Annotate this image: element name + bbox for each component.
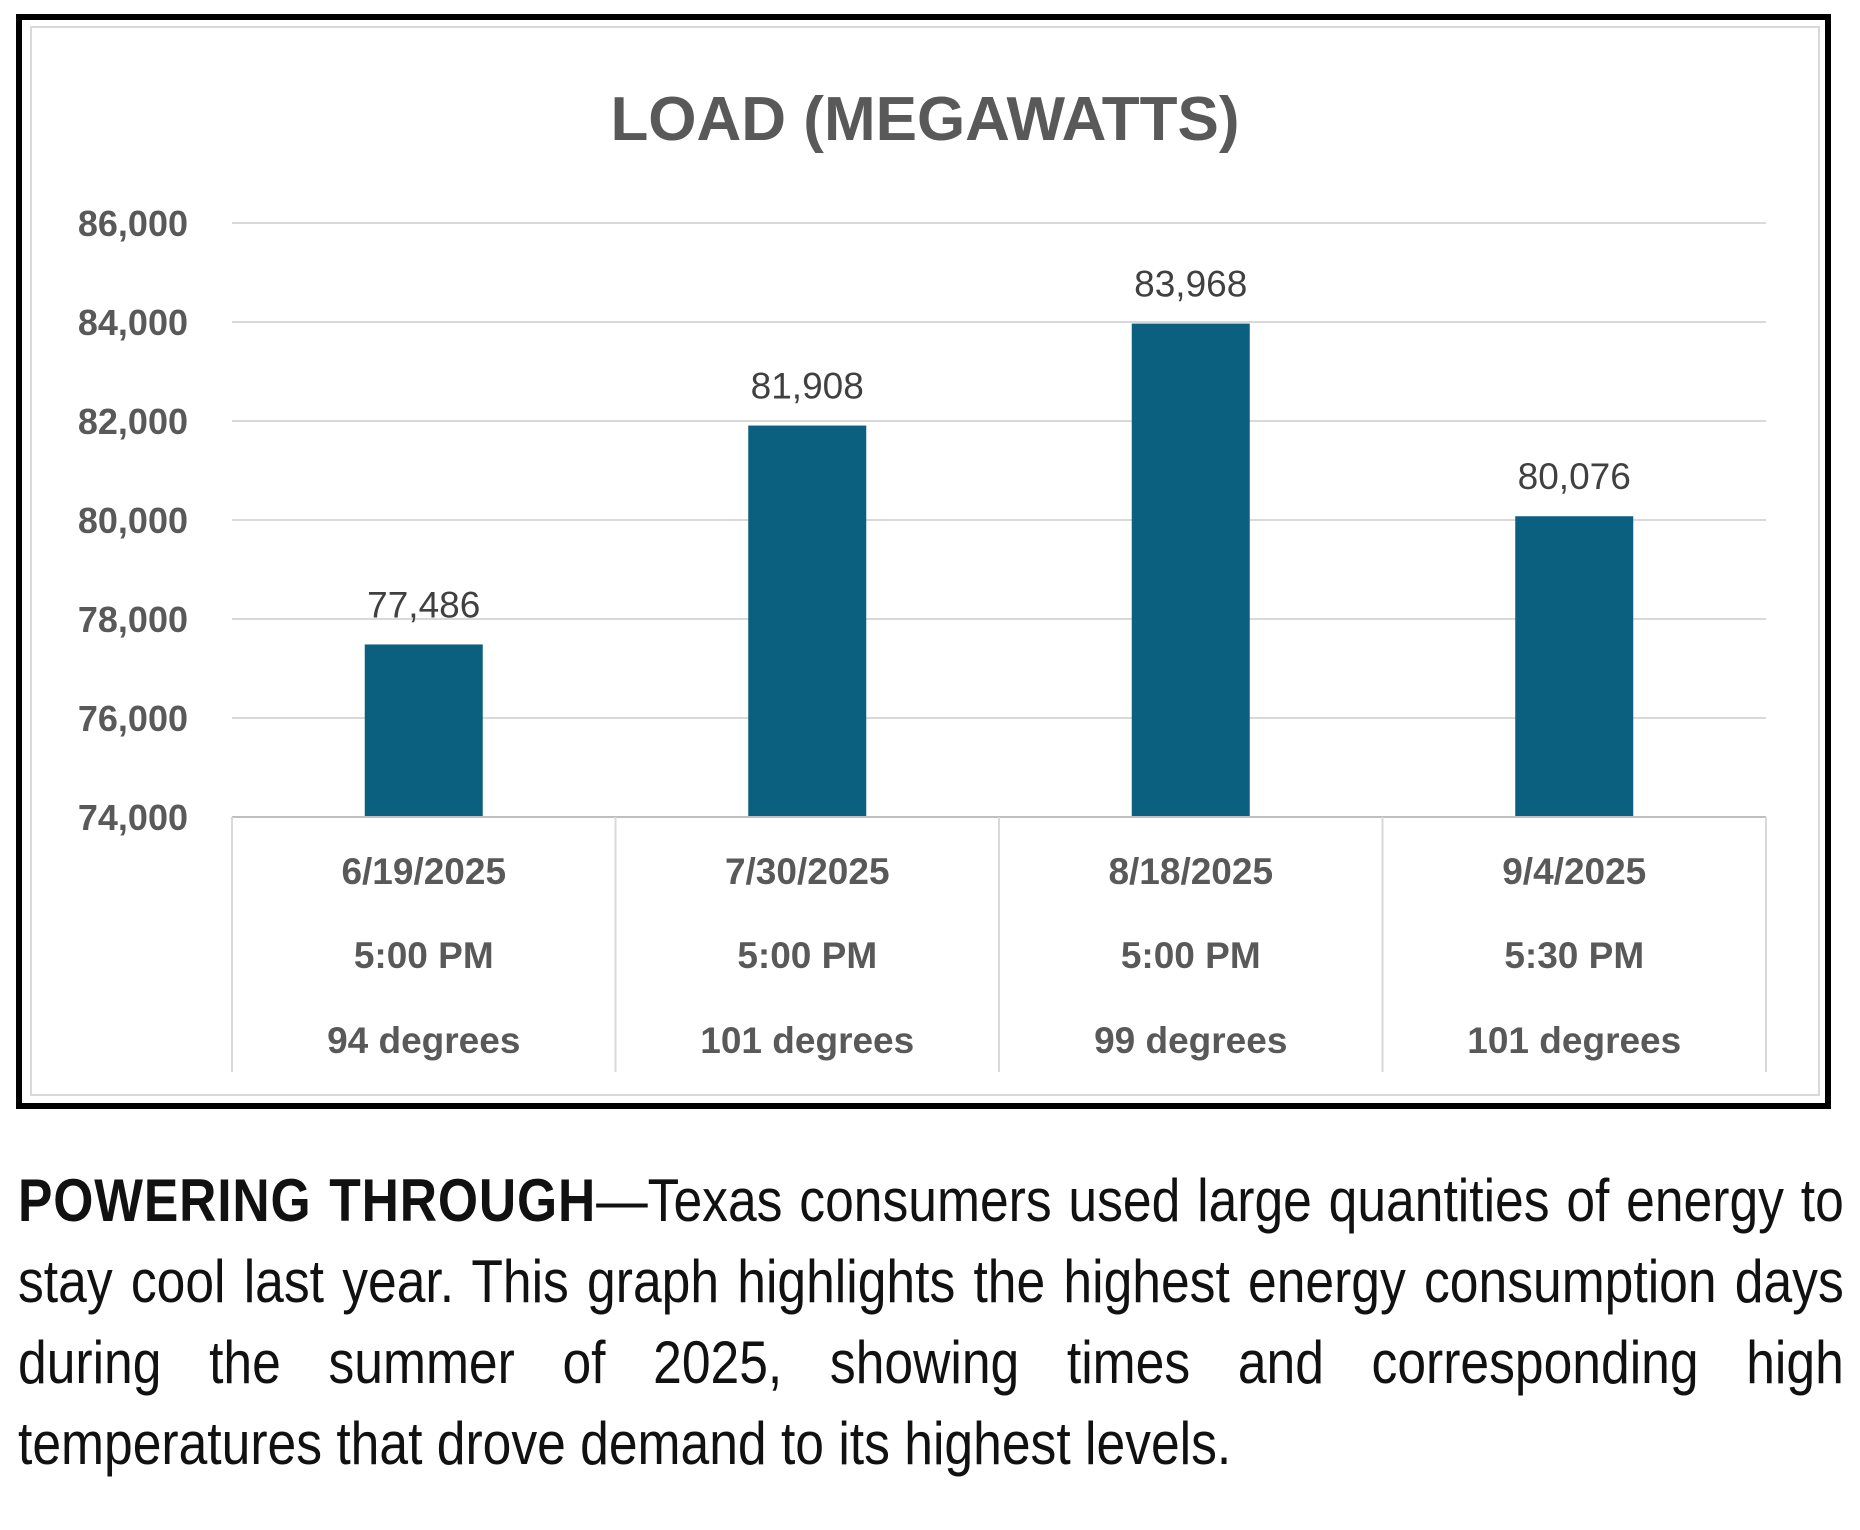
bar [1515, 516, 1634, 817]
category-temp-label: 99 degrees [1094, 1020, 1287, 1061]
category-date-label: 7/30/2025 [725, 851, 890, 892]
caption: POWERING THROUGH—Texas consumers used la… [18, 1160, 1844, 1484]
category-temp-label: 101 degrees [1467, 1020, 1681, 1061]
category-date-label: 6/19/2025 [341, 851, 506, 892]
y-axis-tick-labels: 86,000 84,000 82,000 80,000 78,000 76,000 74,0… [78, 203, 188, 838]
y-tick-label: 84,000 [78, 302, 188, 343]
y-tick-label: 80,000 [78, 500, 188, 541]
data-labels: 77,486 81,908 83,968 80,076 [367, 264, 1631, 626]
y-tick-label: 76,000 [78, 698, 188, 739]
category-date-label: 9/4/2025 [1502, 851, 1646, 892]
y-tick-label: 86,000 [78, 203, 188, 244]
category-time-label: 5:00 PM [354, 935, 494, 976]
bars [364, 323, 1634, 817]
bar-chart: LOAD (MEGAWATTS) 86,000 84,000 82,000 80,00… [78, 85, 1767, 1072]
bar [364, 644, 483, 817]
chart-title: LOAD (MEGAWATTS) [610, 85, 1239, 154]
caption-lead: POWERING THROUGH [18, 1167, 597, 1234]
bar [748, 425, 867, 817]
data-label: 83,968 [1134, 264, 1247, 305]
category-date-label: 8/18/2025 [1108, 851, 1273, 892]
data-label: 80,076 [1518, 456, 1631, 497]
y-tick-label: 78,000 [78, 599, 188, 640]
category-time-label: 5:30 PM [1504, 935, 1644, 976]
category-temp-label: 94 degrees [327, 1020, 520, 1061]
caption-text: —Texas consumers used large quantities o… [18, 1167, 1844, 1477]
y-tick-label: 74,000 [78, 797, 188, 838]
category-time-label: 5:00 PM [1121, 935, 1261, 976]
category-time-label: 5:00 PM [737, 935, 877, 976]
data-label: 77,486 [367, 584, 480, 625]
bar [1131, 323, 1250, 817]
data-label: 81,908 [751, 366, 864, 407]
category-temp-label: 101 degrees [700, 1020, 914, 1061]
y-tick-label: 82,000 [78, 401, 188, 442]
x-axis-category-table: 6/19/2025 5:00 PM 94 degrees 7/30/2025 5:00 … [231, 816, 1767, 1072]
